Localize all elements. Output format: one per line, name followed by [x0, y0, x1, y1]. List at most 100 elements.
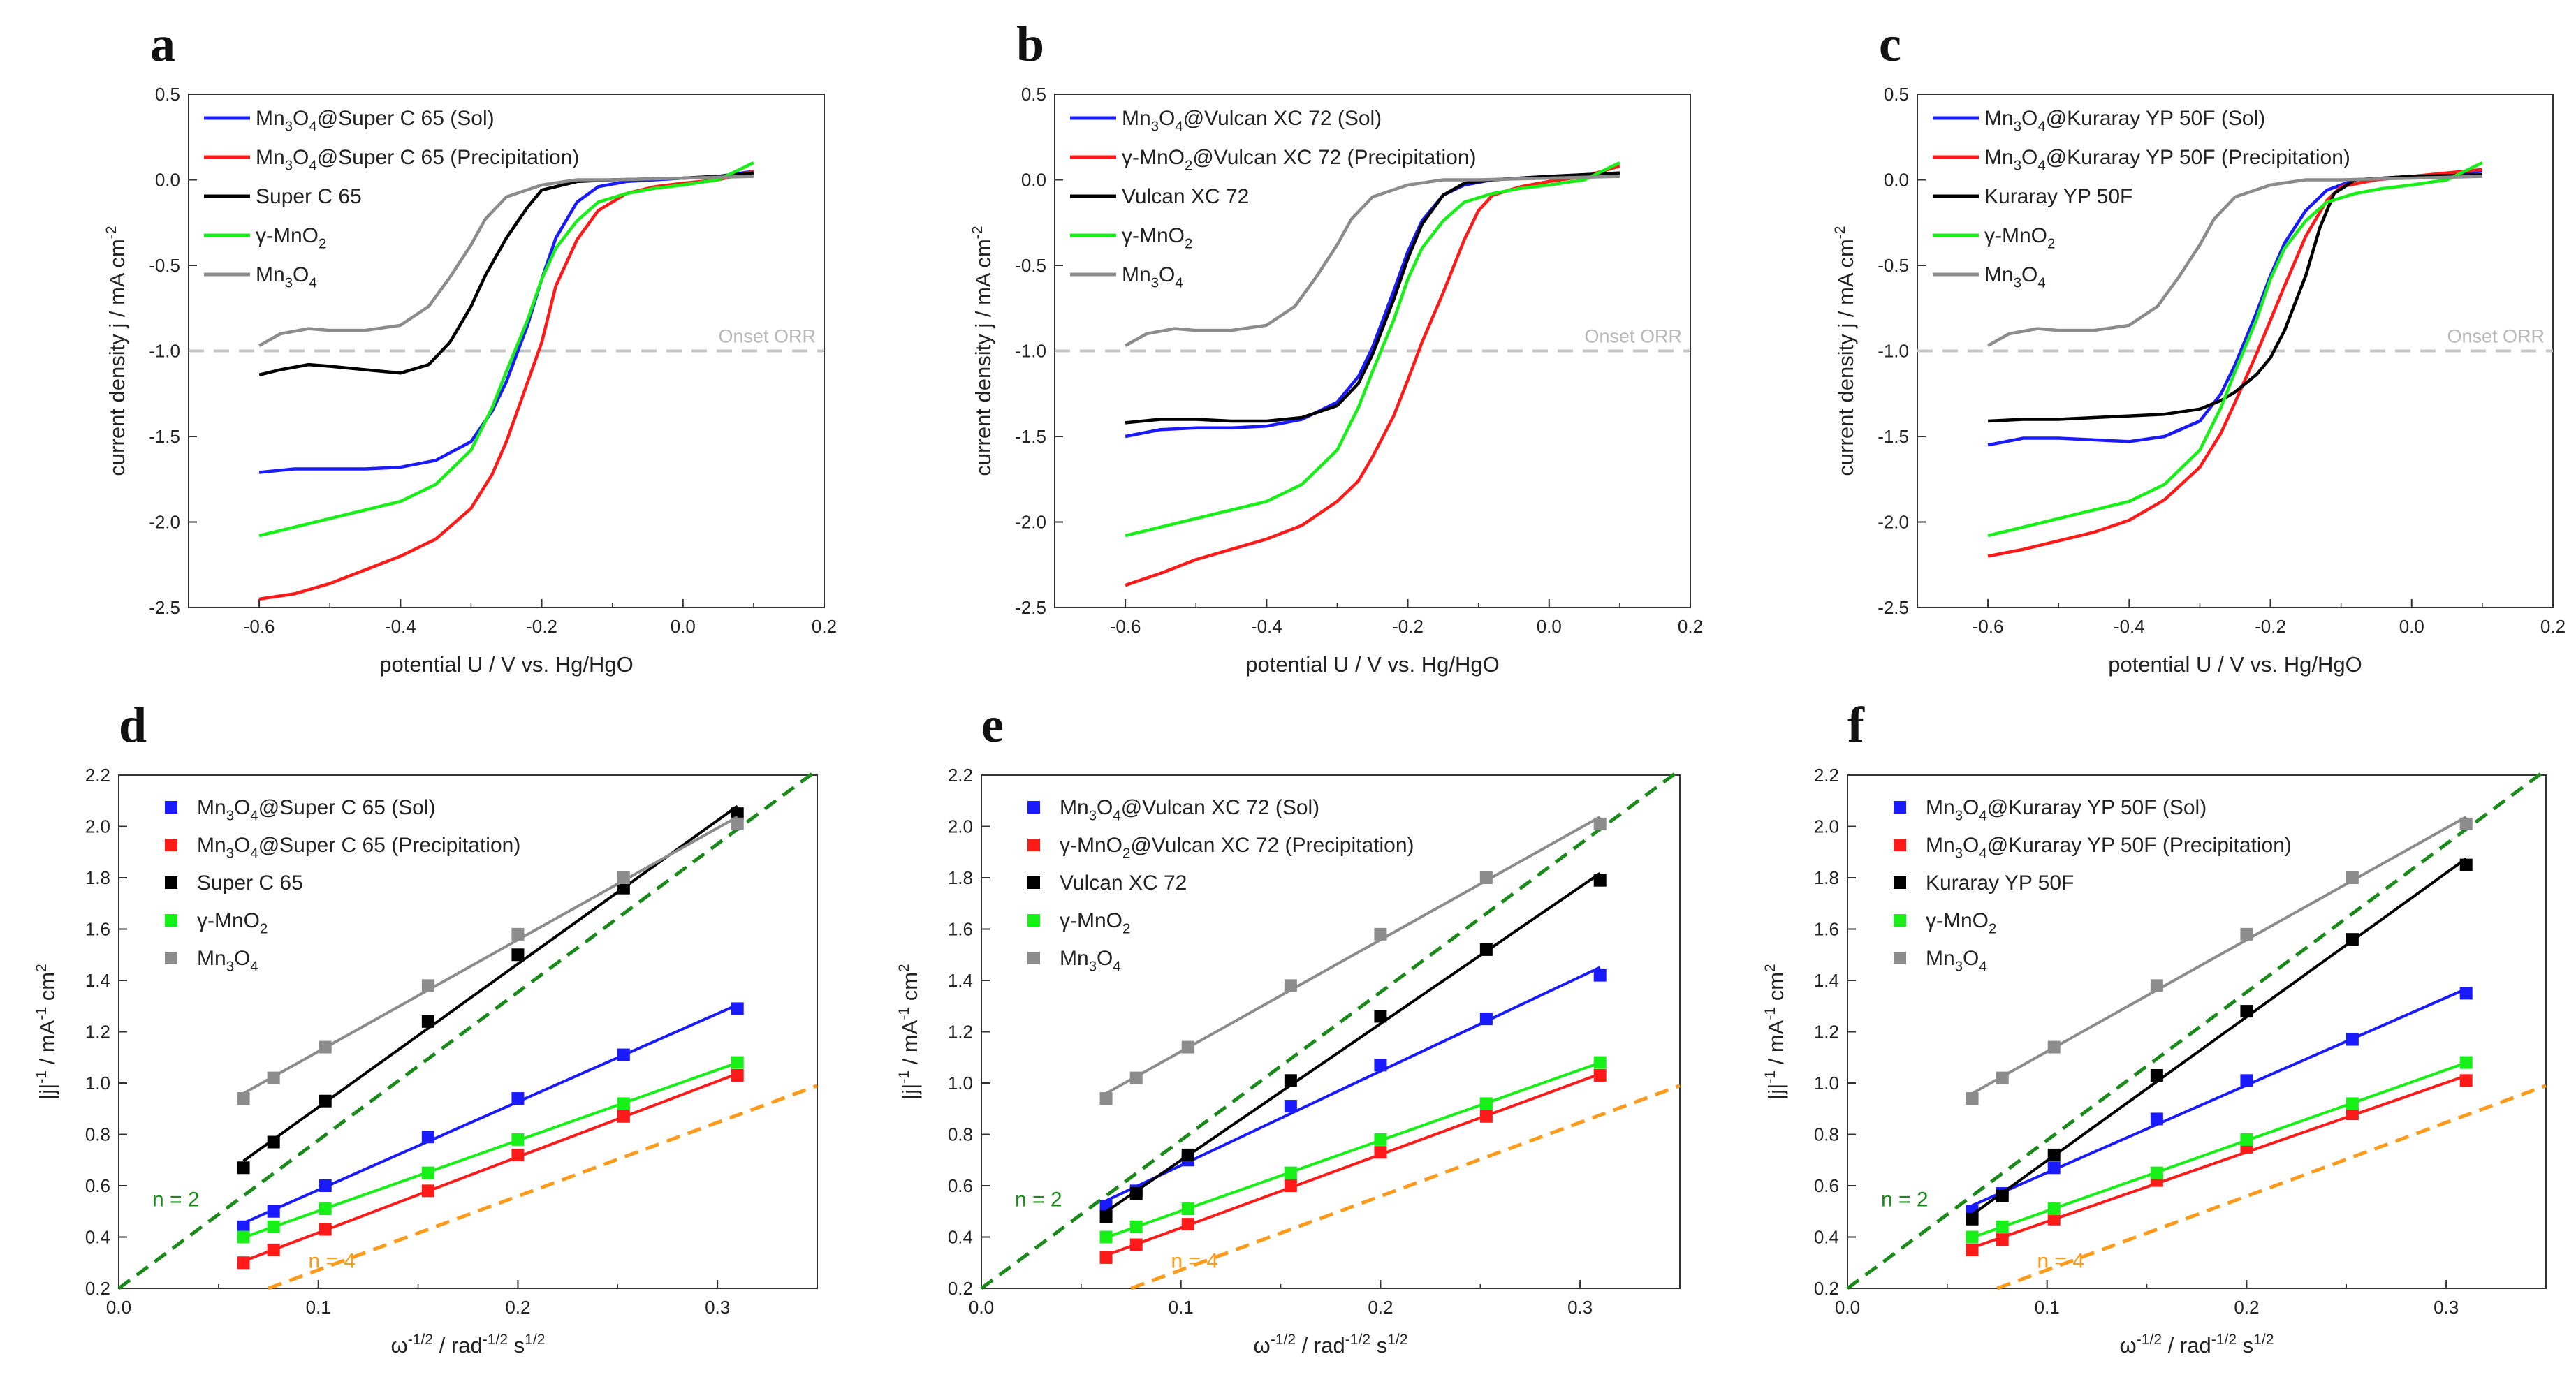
- series-line: [258, 170, 754, 601]
- y-tick-label: -1.0: [149, 341, 180, 362]
- data-point: [1129, 1238, 1143, 1251]
- data-point: [2240, 1005, 2253, 1018]
- y-tick-label: 0.0: [1021, 170, 1046, 191]
- y-tick-label: -2.0: [1015, 512, 1046, 533]
- y-tick-label: 2.0: [1814, 816, 1839, 837]
- x-tick-label: -0.4: [1251, 616, 1282, 637]
- y-tick-label: 1.0: [1814, 1073, 1839, 1094]
- data-point: [1966, 1243, 1979, 1256]
- data-point: [1284, 1166, 1297, 1179]
- legend-entry: Mn3O4: [1984, 263, 2046, 290]
- data-point: [319, 1094, 332, 1108]
- data-point: [731, 817, 744, 830]
- data-point: [1374, 927, 1387, 941]
- legend-entry: γ-MnO2: [1060, 909, 1130, 936]
- legend-entry: Mn3O4@Kuraray YP 50F (Sol): [1984, 107, 2265, 134]
- legend-entry: Super C 65: [256, 185, 362, 208]
- x-tick-label: 0.2: [2540, 616, 2566, 637]
- data-point: [2459, 1074, 2473, 1087]
- data-point: [421, 1166, 434, 1179]
- data-point: [1284, 979, 1297, 992]
- legend-swatch: [165, 839, 177, 851]
- y-tick-label: -0.5: [1015, 255, 1046, 276]
- x-axis-label: ω-1/2 / rad-1/2 s1/2: [391, 1332, 546, 1357]
- legend-entry: Mn3O4: [197, 947, 258, 974]
- data-point: [2346, 1097, 2359, 1110]
- y-tick-label: -2.5: [1878, 597, 1909, 618]
- data-point: [319, 1202, 332, 1216]
- x-tick-label: 0.3: [1567, 1297, 1593, 1318]
- series-line: [1125, 161, 1620, 538]
- legend-entry: Mn3O4@Super C 65 (Sol): [256, 107, 495, 134]
- legend-entry: γ-MnO2: [256, 224, 326, 251]
- series-line: [258, 170, 754, 474]
- legend-swatch: [165, 801, 177, 814]
- data-point: [1284, 1179, 1297, 1192]
- legend-swatch: [1894, 839, 1906, 851]
- legend-swatch: [1894, 952, 1906, 964]
- y-tick-label: 0.5: [1884, 84, 1909, 105]
- legend-entry: γ-MnO2@Vulcan XC 72 (Precipitation): [1122, 146, 1477, 173]
- x-tick-label: 0.2: [2234, 1297, 2259, 1318]
- data-point: [1181, 1218, 1194, 1231]
- legend-entry: Vulcan XC 72: [1060, 871, 1187, 895]
- legend-entry: Mn3O4@Super C 65 (Precipitation): [197, 834, 520, 861]
- data-point: [2150, 1166, 2163, 1179]
- data-point: [237, 1092, 250, 1105]
- y-tick-label: 0.4: [1814, 1227, 1839, 1248]
- data-point: [237, 1161, 250, 1175]
- data-point: [267, 1135, 280, 1149]
- y-tick-label: 1.8: [1814, 867, 1839, 888]
- y-tick-label: 0.2: [1814, 1278, 1839, 1299]
- data-point: [1374, 1059, 1387, 1072]
- y-tick-label: -1.5: [149, 426, 180, 447]
- series-line: [1125, 171, 1620, 439]
- panel-c: c -0.6 -0.4 -0.2 0.0 0.2 0.5 0.0 -0.5 -1.0 -1.5 -2.…: [1832, 16, 2566, 677]
- data-point: [2240, 1133, 2253, 1146]
- series-line: [258, 161, 754, 538]
- data-point: [267, 1243, 280, 1256]
- data-point: [1593, 1056, 1607, 1069]
- legend-swatch: [165, 914, 177, 927]
- y-axis-label: |j|-1 / mA-1 cm2: [896, 964, 922, 1100]
- y-tick-label: -2.5: [1015, 597, 1046, 618]
- y-axis-label: current density j / mA cm-2: [1832, 226, 1858, 476]
- x-tick-label: -0.2: [1392, 616, 1424, 637]
- data-point: [511, 927, 525, 941]
- y-tick-label: 1.2: [1814, 1022, 1839, 1043]
- x-tick-label: 0.3: [2434, 1297, 2459, 1318]
- data-point: [511, 948, 525, 962]
- data-point: [617, 1097, 630, 1110]
- data-point: [1129, 1220, 1143, 1233]
- legend-swatch: [1027, 801, 1040, 814]
- data-point: [1966, 1212, 1979, 1226]
- data-point: [731, 1002, 744, 1015]
- legend-entry: Mn3O4: [1122, 263, 1183, 290]
- y-tick-label: -2.0: [149, 512, 180, 533]
- reference-line-label: n = 2: [1015, 1188, 1062, 1211]
- data-point: [421, 1131, 434, 1144]
- y-tick-label: 1.8: [85, 867, 110, 888]
- reference-line-label: n = 2: [152, 1188, 200, 1211]
- y-tick-label: 0.0: [1884, 170, 1909, 191]
- data-point: [1479, 943, 1493, 956]
- reference-line: [1130, 1084, 1681, 1290]
- data-point: [237, 1256, 250, 1270]
- fit-line: [1971, 1061, 2467, 1239]
- series-line: [1986, 175, 2482, 348]
- data-point: [617, 1110, 630, 1123]
- x-axis-label: ω-1/2 / rad-1/2 s1/2: [2120, 1332, 2274, 1357]
- panel-d: d 0.0 0.1 0.2 0.3 0.2 0.4 0.6 0.8 1.0 1.2 1.4 1.6 1.8…: [34, 697, 819, 1357]
- legend-swatch: [1027, 914, 1040, 927]
- fit-line: [1105, 1061, 1601, 1239]
- reference-line: [268, 1084, 818, 1290]
- data-point: [1099, 1210, 1113, 1223]
- data-point: [1284, 1100, 1297, 1113]
- data-point: [2240, 1074, 2253, 1087]
- x-tick-label: 0.1: [1169, 1297, 1194, 1318]
- legend-swatch: [1894, 876, 1906, 889]
- data-point: [267, 1220, 280, 1233]
- y-tick-label: -0.5: [149, 255, 180, 276]
- y-tick-label: 0.4: [85, 1227, 110, 1248]
